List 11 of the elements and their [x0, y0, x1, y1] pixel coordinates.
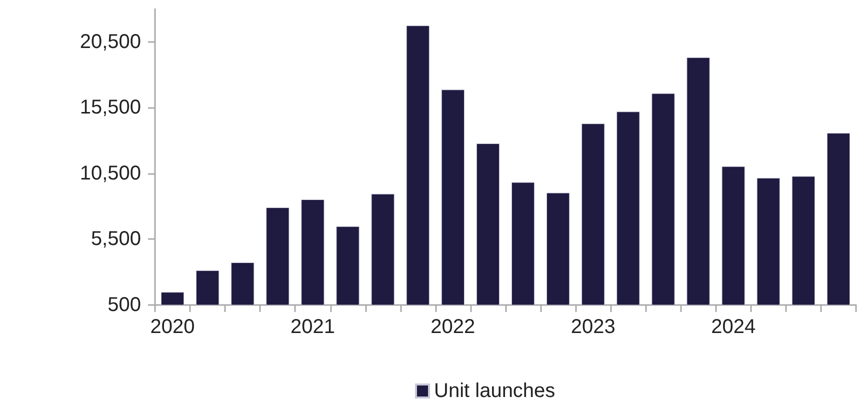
x-tick-label: 2023	[570, 316, 616, 338]
y-tick-label: 5,500	[90, 228, 141, 250]
x-tick-label: 2021	[290, 316, 335, 338]
x-tick-label: 2022	[430, 316, 476, 338]
y-tick-label: 10,500	[80, 162, 141, 184]
y-tick-label: 15,500	[80, 96, 141, 119]
y-tick-label: 20,500	[80, 30, 141, 53]
legend-label: Unit launches	[434, 380, 556, 402]
x-tick-label: 2020	[150, 316, 195, 338]
x-tick-label: 2024	[711, 316, 756, 338]
y-tick-label: 500	[108, 294, 141, 316]
